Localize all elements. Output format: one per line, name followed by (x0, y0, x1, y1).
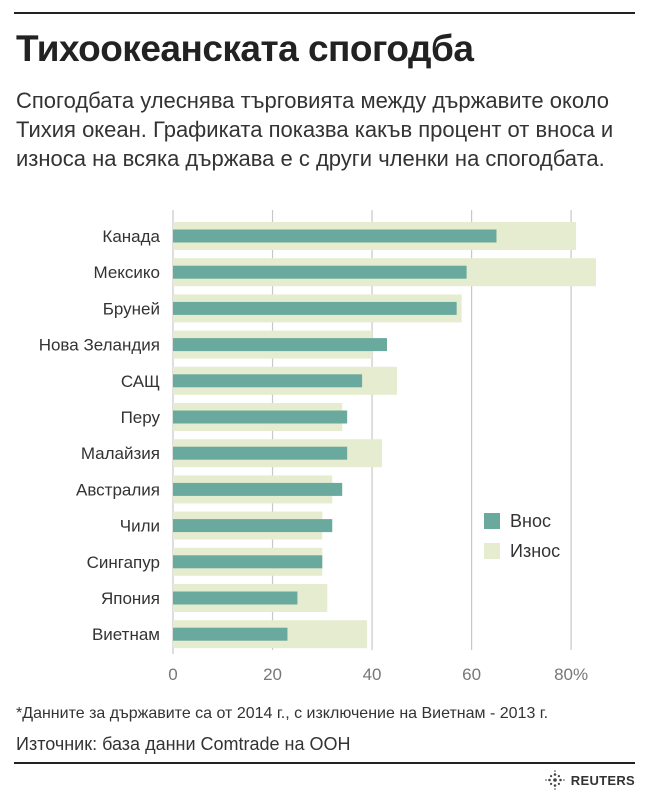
import-bar (173, 446, 348, 460)
legend-swatch (484, 543, 500, 559)
category-label: САЩ (121, 372, 160, 391)
category-label: Виетнам (92, 625, 160, 644)
x-tick-label: 60 (462, 665, 481, 684)
category-label: Япония (101, 589, 160, 608)
brand-logo: REUTERS (544, 770, 635, 790)
import-bar (173, 229, 497, 243)
brand-name: REUTERS (570, 772, 635, 788)
category-label: Сингапур (87, 553, 160, 572)
source-note: Източник: база данни Comtrade на ООН (16, 734, 351, 754)
import-bar (173, 374, 363, 388)
import-bar (173, 627, 288, 641)
page-subtitle: Спогодбата улеснява търговията между дър… (16, 88, 614, 171)
x-axis-ticks: 0 20 40 60 80% (168, 665, 588, 684)
category-label: Малайзия (81, 444, 160, 463)
category-labels: Канада Мексико Бруней Нова Зеландия САЩ Перу М… (39, 227, 161, 644)
category-label: Нова Зеландия (39, 336, 160, 355)
bar-chart: Канада Мексико Бруней Нова Зеландия САЩ Перу М… (39, 210, 596, 684)
x-tick-label: 20 (263, 665, 282, 684)
category-label: Мексико (93, 263, 160, 282)
category-label: Чили (120, 517, 160, 536)
legend-swatch (484, 513, 500, 529)
category-label: Перу (121, 408, 161, 427)
category-label: Австралия (76, 480, 160, 499)
import-bar (173, 265, 467, 279)
footnote: *Данните за държавите са от 2014 г., с и… (16, 705, 549, 722)
x-tick-label: 80% (554, 665, 588, 684)
bars (173, 222, 596, 649)
x-tick-label: 40 (363, 665, 382, 684)
x-tick-label: 0 (168, 665, 177, 684)
import-bar (173, 591, 298, 605)
import-bar (173, 519, 333, 533)
import-bar (173, 410, 348, 424)
top-rule (14, 12, 635, 14)
category-label: Бруней (103, 299, 160, 318)
page-title: Тихоокеанската спогодба (16, 28, 474, 69)
legend-label: Износ (510, 541, 560, 561)
import-bar (173, 482, 343, 496)
import-bar (173, 555, 323, 569)
category-label: Канада (102, 227, 160, 246)
legend: Внос Износ (484, 511, 560, 561)
legend-label: Внос (510, 511, 551, 531)
bottom-rule (14, 762, 635, 764)
reuters-logo-icon (544, 770, 565, 790)
import-bar (173, 301, 457, 315)
import-bar (173, 338, 387, 352)
